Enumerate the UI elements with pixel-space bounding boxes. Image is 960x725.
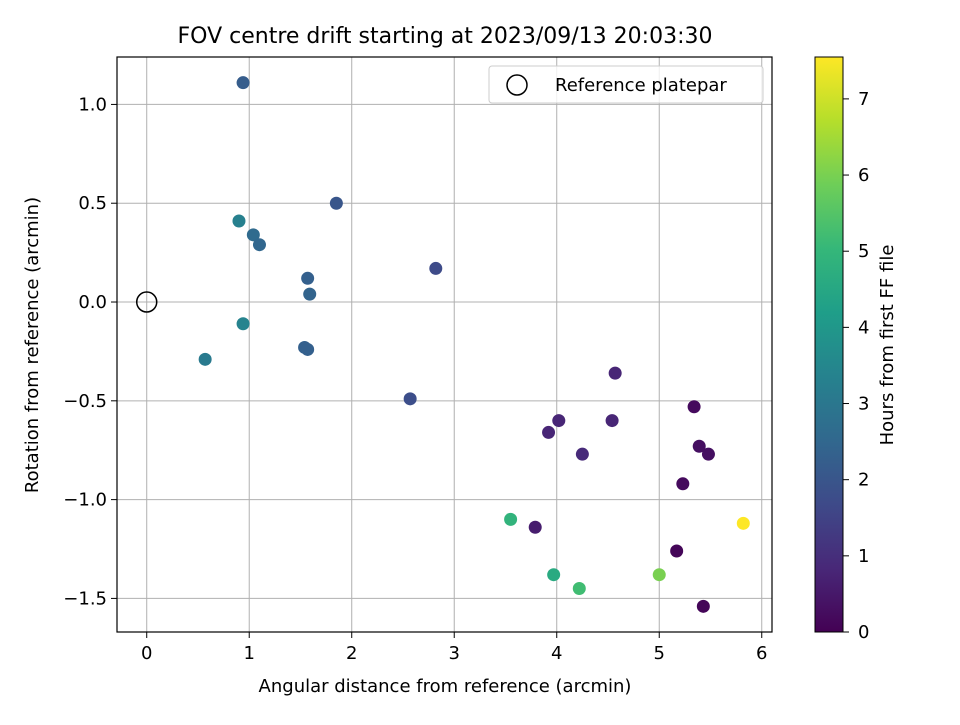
y-axis-ticks: 1.0 0.5 0.0 −0.5 −1.0 −1.5 xyxy=(63,94,117,609)
y-tick-label: 0.0 xyxy=(78,292,107,313)
colorbar-label: Hours from first FF file xyxy=(877,245,898,446)
data-point xyxy=(236,317,250,331)
legend-label: Reference platepar xyxy=(555,75,727,96)
x-tick-label: 6 xyxy=(756,643,767,664)
data-point xyxy=(329,196,343,210)
legend: Reference platepar xyxy=(488,65,764,104)
x-tick-label: 3 xyxy=(449,643,460,664)
data-point xyxy=(252,238,266,252)
data-point xyxy=(652,568,666,582)
data-point xyxy=(232,214,246,228)
data-point xyxy=(246,228,260,242)
data-point xyxy=(236,76,250,90)
y-tick-label: −1.0 xyxy=(63,490,107,511)
data-point xyxy=(687,400,701,414)
data-point xyxy=(696,599,710,613)
colorbar-tick-label: 1 xyxy=(858,546,869,567)
data-point xyxy=(736,516,750,530)
scatter-points xyxy=(198,76,750,613)
x-tick-label: 2 xyxy=(346,643,357,664)
data-point xyxy=(301,342,315,356)
data-point xyxy=(528,520,542,534)
data-point xyxy=(547,568,561,582)
data-point xyxy=(575,447,589,461)
x-axis-label: Angular distance from reference (arcmin) xyxy=(259,676,632,697)
data-point xyxy=(670,544,684,558)
data-point xyxy=(676,477,690,491)
y-axis-label: Rotation from reference (arcmin) xyxy=(22,197,43,493)
plot-frame xyxy=(116,56,773,633)
x-tick-label: 1 xyxy=(244,643,255,664)
reference-marker xyxy=(135,291,158,313)
legend-box xyxy=(488,65,764,104)
colorbar-tick-label: 3 xyxy=(858,394,869,415)
data-point xyxy=(605,414,619,428)
colorbar-tick-label: 6 xyxy=(858,165,869,186)
data-point xyxy=(552,414,566,428)
data-point xyxy=(301,271,315,285)
data-point xyxy=(542,425,556,439)
x-tick-label: 4 xyxy=(551,643,562,664)
colorbar-tick-label: 0 xyxy=(858,622,869,643)
data-point xyxy=(701,447,715,461)
x-tick-label: 0 xyxy=(141,643,152,664)
x-tick-label: 5 xyxy=(654,643,665,664)
colorbar-ticks: 0 1 2 3 4 5 6 7 xyxy=(843,89,869,643)
colorbar-tick-label: 7 xyxy=(858,89,869,110)
chart-title: FOV centre drift starting at 2023/09/13 … xyxy=(178,24,713,49)
colorbar-tick-label: 4 xyxy=(858,317,869,338)
data-point xyxy=(198,352,212,366)
x-axis-ticks: 0 1 2 3 4 5 6 xyxy=(141,632,767,664)
colorbar-tick-label: 2 xyxy=(858,470,869,491)
y-tick-label: 0.5 xyxy=(78,193,107,214)
data-point xyxy=(572,582,586,596)
y-tick-label: 1.0 xyxy=(78,94,107,115)
data-point xyxy=(303,287,317,301)
grid-lines xyxy=(117,57,772,632)
data-point xyxy=(504,512,518,526)
data-point xyxy=(429,261,443,275)
colorbar-tick-label: 5 xyxy=(858,241,869,262)
y-tick-label: −0.5 xyxy=(63,391,107,412)
data-point xyxy=(692,439,706,453)
legend-marker-open-circle xyxy=(506,74,528,96)
colorbar xyxy=(814,56,844,633)
reference-platepar-marker xyxy=(135,291,158,313)
data-point xyxy=(403,392,417,406)
data-point xyxy=(608,366,622,380)
y-tick-label: −1.5 xyxy=(63,588,107,609)
